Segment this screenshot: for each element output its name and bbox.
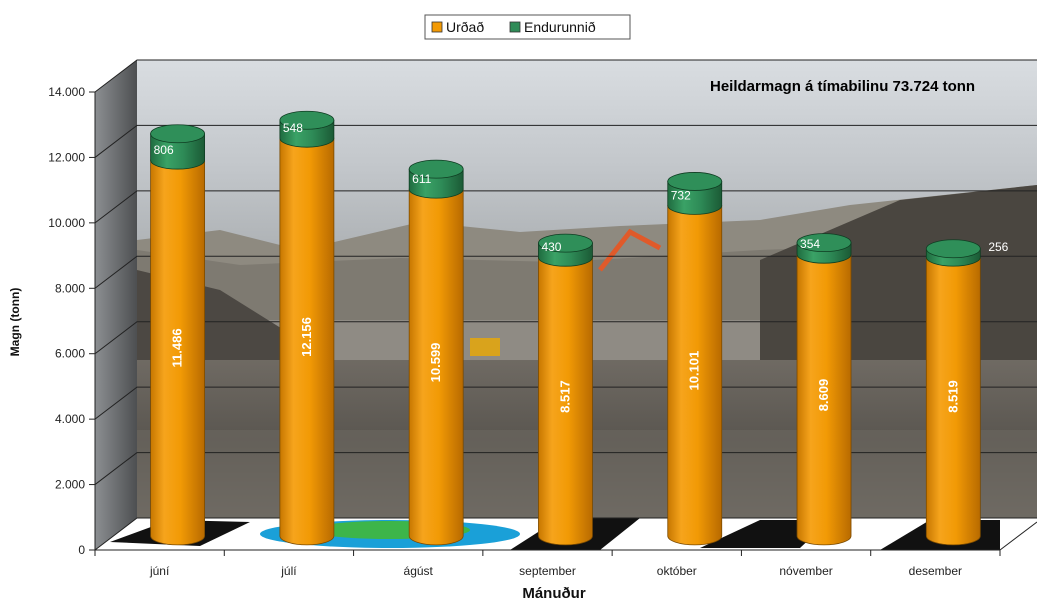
bar-group: 732 10.101	[667, 172, 723, 546]
data-label-endurunnid: 430	[541, 240, 561, 254]
x-tick-label: október	[657, 564, 697, 578]
gridline	[94, 517, 1037, 551]
bar-top-cap	[279, 110, 335, 130]
legend-swatch-endurunnid	[509, 21, 521, 33]
legend-label-endurunnid: Endurunnið	[524, 19, 596, 35]
data-label-urdad: 8.517	[557, 380, 572, 413]
x-tick-label: nóvember	[779, 564, 832, 578]
gridline	[94, 59, 1037, 93]
legend-label-urdad: Urðað	[446, 19, 484, 35]
bar-endurunnid	[667, 181, 723, 215]
data-label-urdad: 10.599	[428, 343, 443, 383]
y-axis: 0 2.000 4.000 6.000 8.000 10.000 12.000 14.000	[48, 85, 96, 557]
data-label-endurunnid: 256	[988, 240, 1008, 254]
bar-urdad	[796, 253, 852, 546]
gridline	[94, 255, 1037, 289]
y-tick-label: 6.000	[55, 347, 85, 361]
y-tick-label: 0	[78, 543, 85, 557]
gridline	[94, 452, 1037, 485]
x-axis-depth-line	[999, 521, 1037, 551]
y-tick-label: 10.000	[48, 216, 85, 230]
left-wall	[95, 60, 137, 550]
data-label-endurunnid: 548	[283, 121, 303, 135]
bar-top-cap	[925, 239, 981, 259]
data-label-urdad: 12.156	[299, 317, 314, 357]
x-tick-label: desember	[909, 564, 962, 578]
x-axis: júní júlí ágúst september október nóvember des…	[94, 521, 1037, 578]
y-axis-title: Magn (tonn)	[8, 288, 22, 357]
bar-top-cap	[796, 233, 852, 253]
bar-urdad	[667, 204, 723, 546]
legend-swatch-urdad	[431, 21, 443, 33]
bar-group: 611 10.599	[408, 159, 464, 546]
data-label-urdad: 11.486	[170, 328, 185, 367]
bar-top-cap	[538, 233, 593, 253]
bar-urdad	[408, 188, 464, 546]
x-tick-label: september	[519, 564, 576, 578]
gridline	[94, 124, 1037, 158]
data-label-urdad: 8.519	[945, 380, 960, 413]
y-tick-label: 8.000	[55, 281, 85, 295]
y-tick-label: 4.000	[55, 412, 85, 426]
y-tick-label: 12.000	[48, 150, 85, 164]
data-label-urdad: 8.609	[816, 379, 831, 412]
bar-group: 430 8.517	[538, 233, 593, 546]
x-tick-label: ágúst	[404, 564, 434, 578]
gridline	[94, 190, 1037, 224]
y-tick-label: 2.000	[55, 478, 85, 492]
legend-box	[424, 14, 631, 40]
bar-group: 354 8.609	[796, 233, 852, 546]
total-annotation: Heildarmagn á tímabilinu 73.724 tonn	[710, 78, 975, 95]
x-tick-label: júní	[149, 564, 170, 578]
bar-group: 256 8.519	[925, 239, 1009, 546]
bar-urdad	[279, 137, 335, 546]
y-tick-label: 14.000	[48, 85, 85, 99]
bars: 806 11.486 548 12.156 611 10.599 430 8.517 732 10…	[150, 110, 1009, 546]
bar-urdad	[150, 159, 206, 546]
bar-top-cap	[667, 172, 723, 191]
bar-group: 548 12.156	[279, 110, 335, 546]
data-label-urdad: 10.101	[687, 351, 702, 391]
data-label-endurunnid: 732	[671, 188, 691, 202]
legend: Urðað Endurunnið	[424, 14, 631, 40]
x-tick-label: júlí	[280, 564, 297, 578]
bar-top-cap	[408, 159, 464, 179]
bar-top-cap	[150, 124, 206, 144]
bar-urdad	[925, 256, 981, 546]
bar-endurunnid	[150, 133, 206, 170]
data-label-endurunnid: 806	[154, 143, 174, 157]
x-axis-title: Mánuður	[522, 585, 585, 602]
bar-urdad	[538, 256, 593, 546]
gridline	[94, 386, 1037, 420]
data-label-endurunnid: 354	[800, 237, 820, 251]
gridline	[94, 321, 1037, 355]
bar-group: 806 11.486	[150, 124, 206, 546]
data-label-endurunnid: 611	[412, 172, 431, 186]
gridlines	[94, 59, 1037, 551]
